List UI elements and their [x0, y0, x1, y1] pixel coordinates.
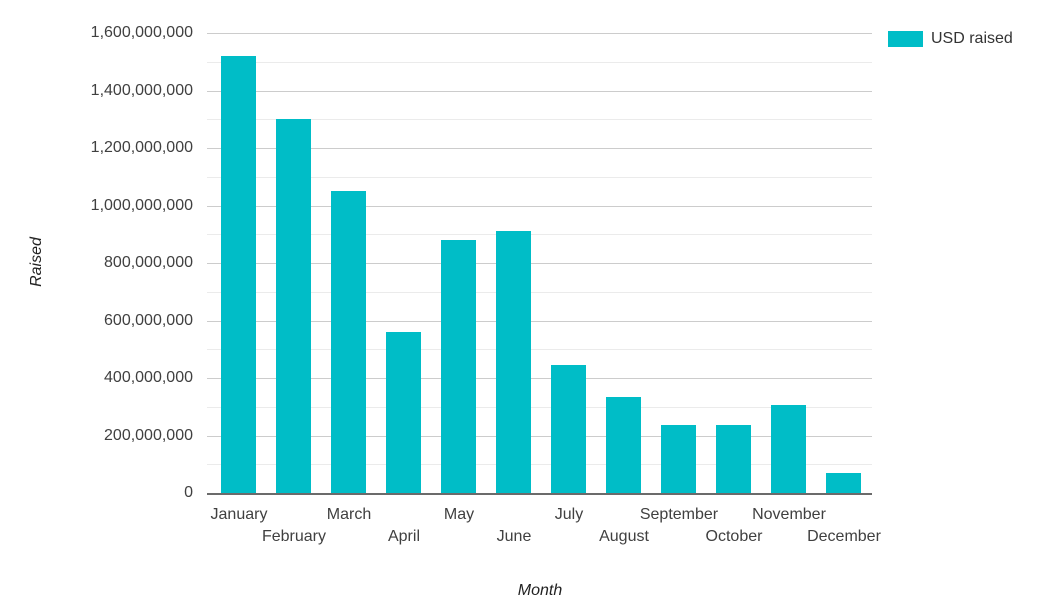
bar-january[interactable] [221, 56, 256, 493]
gridline-major [207, 263, 872, 264]
x-tick-label-july: July [554, 506, 584, 523]
y-axis-title: Raised [28, 237, 45, 287]
gridline-major [207, 436, 872, 437]
y-tick-label: 1,600,000,000 [90, 24, 193, 41]
x-tick-label-december: December [807, 528, 881, 545]
gridline-minor [207, 234, 872, 235]
gridline-minor [207, 464, 872, 465]
gridline-minor [207, 119, 872, 120]
bar-november[interactable] [771, 405, 806, 493]
x-tick-label-november: November [752, 506, 826, 523]
legend-swatch-icon [888, 31, 923, 47]
bar-march[interactable] [331, 191, 366, 493]
gridline-major [207, 378, 872, 379]
x-axis-line [207, 493, 872, 495]
gridline-major [207, 206, 872, 207]
bar-june[interactable] [496, 231, 531, 493]
bar-september[interactable] [661, 425, 696, 493]
gridline-minor [207, 292, 872, 293]
gridline-minor [207, 177, 872, 178]
gridline-major [207, 148, 872, 149]
bar-february[interactable] [276, 119, 311, 493]
bar-december[interactable] [826, 473, 861, 493]
gridline-major [207, 91, 872, 92]
legend: USD raised [888, 31, 1013, 47]
x-tick-label-september: September [639, 506, 719, 523]
legend-label: USD raised [931, 30, 1013, 47]
y-tick-label: 1,400,000,000 [90, 82, 193, 99]
gridline-minor [207, 349, 872, 350]
y-tick-label: 400,000,000 [104, 369, 193, 386]
y-tick-label: 200,000,000 [104, 427, 193, 444]
y-tick-label: 0 [184, 484, 193, 501]
bar-july[interactable] [551, 365, 586, 493]
x-axis-title: Month [517, 582, 563, 599]
y-tick-label: 800,000,000 [104, 254, 193, 271]
x-tick-label-june: June [496, 528, 532, 545]
gridline-minor [207, 407, 872, 408]
x-tick-label-january: January [210, 506, 268, 523]
gridline-minor [207, 62, 872, 63]
bar-october[interactable] [716, 425, 751, 493]
x-tick-label-may: May [443, 506, 475, 523]
bar-august[interactable] [606, 397, 641, 493]
bar-may[interactable] [441, 240, 476, 493]
y-tick-label: 1,000,000,000 [90, 197, 193, 214]
x-tick-label-march: March [326, 506, 372, 523]
gridline-major [207, 321, 872, 322]
bar-april[interactable] [386, 332, 421, 493]
y-tick-label: 1,200,000,000 [90, 139, 193, 156]
gridline-major [207, 33, 872, 34]
y-tick-label: 600,000,000 [104, 312, 193, 329]
x-tick-label-october: October [705, 528, 763, 545]
x-tick-label-august: August [599, 528, 649, 545]
x-tick-label-april: April [387, 528, 420, 545]
x-tick-label-february: February [261, 528, 327, 545]
